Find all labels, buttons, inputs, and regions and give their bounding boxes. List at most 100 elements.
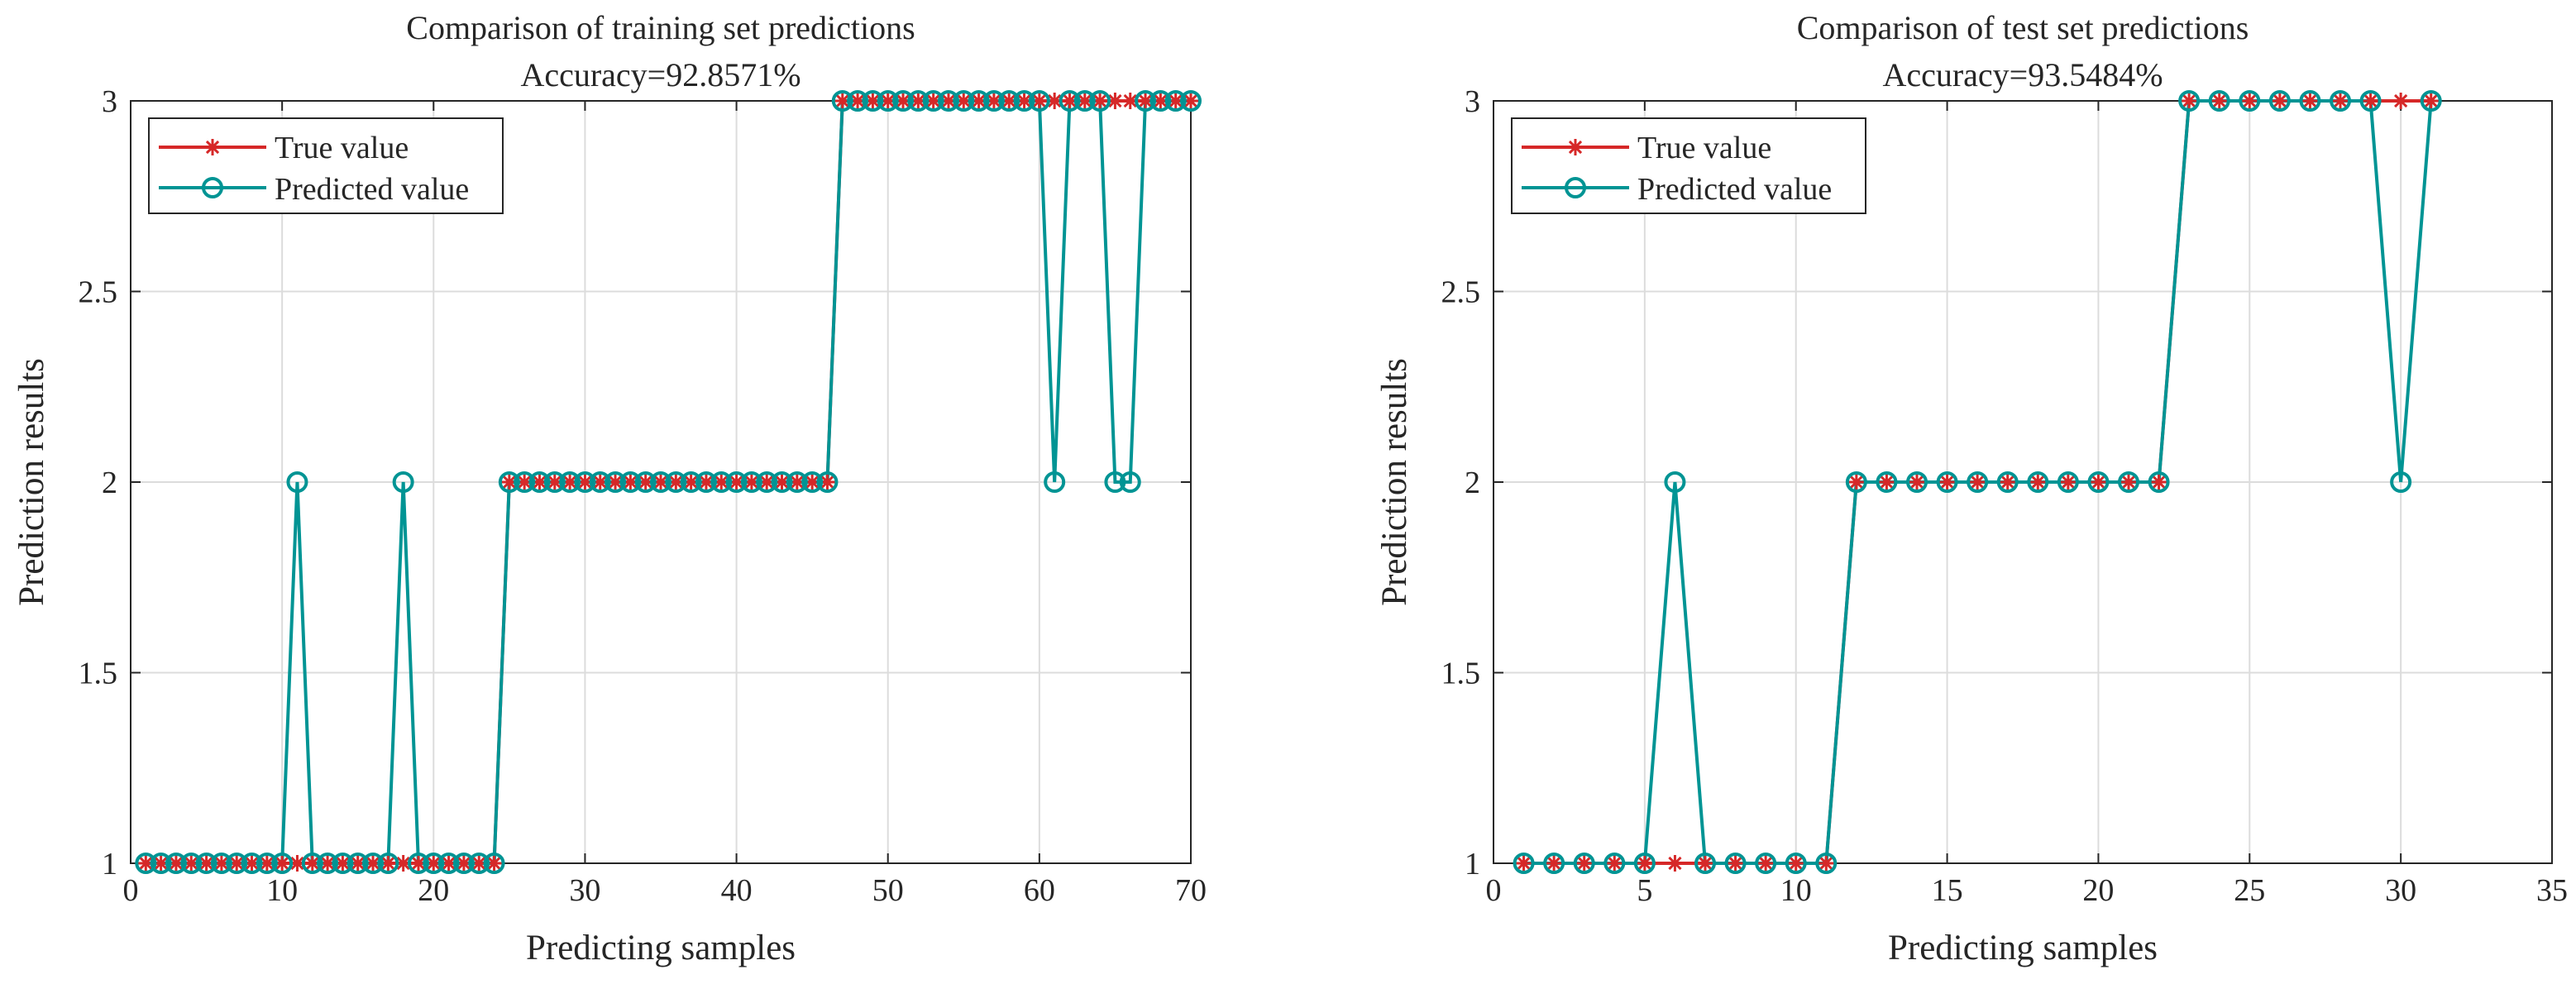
training-chart: 0 10 20 30 40 50 60 70 1 1.5 2 2.5 3 Comparison of t… (12, 9, 1207, 967)
test-predicted-value-point (1573, 853, 1595, 874)
training-predicted-value-point (892, 90, 915, 112)
training-y-tick-label: 2.5 (79, 275, 118, 310)
training-predicted-value-point (559, 471, 581, 493)
training-predicted-value-point (210, 853, 232, 874)
test-predicted-value-point (1543, 853, 1565, 874)
test-true-value-point (2392, 93, 2410, 109)
training-predicted-value-point (619, 471, 642, 493)
training-predicted-value-point (407, 853, 429, 874)
training-true-value-point (1046, 93, 1063, 109)
training-predicted-value-point (514, 471, 536, 493)
training-predicted-value-point (953, 90, 975, 112)
training-predicted-value-point (392, 471, 414, 493)
training-x-axis-label: Predicting samples (526, 929, 796, 967)
training-predicted-value-point (452, 853, 475, 874)
training-predicted-value-point (680, 471, 702, 493)
training-predicted-value-point (634, 471, 657, 493)
training-predicted-value-point (862, 90, 884, 112)
training-predicted-value-point (377, 853, 399, 874)
test-true-value-point (2301, 93, 2319, 109)
test-predicted-value-point (1694, 853, 1716, 874)
training-predicted-value-point (195, 853, 217, 874)
training-predicted-value-point (1135, 90, 1157, 112)
test-true-value-point (1938, 474, 1956, 490)
test-predicted-value-point (2087, 471, 2110, 493)
test-x-tick-label: 35 (2536, 873, 2568, 908)
training-x-tick-label: 30 (569, 873, 600, 908)
training-markers (135, 90, 1202, 874)
training-x-tick-label: 40 (721, 873, 753, 908)
training-legend-box (148, 117, 504, 214)
training-y-tick-label: 1.5 (79, 657, 118, 691)
test-x-tick-label: 10 (1780, 873, 1812, 908)
test-true-value-point (2120, 474, 2137, 490)
test-true-value-point (1909, 474, 1925, 490)
training-predicted-value-point (968, 90, 990, 112)
training-predicted-value-point (241, 853, 263, 874)
training-legend: True value Predicted value (148, 117, 504, 214)
test-true-value-point (1697, 855, 1713, 872)
test-predicted-value-point (1513, 853, 1535, 874)
training-predicted-value-point (998, 90, 1020, 112)
training-true-value-point (834, 93, 851, 109)
training-predicted-value-point (605, 471, 627, 493)
training-chart-subtitle: Accuracy=92.8571% (520, 56, 801, 93)
training-predicted-value-point (1073, 90, 1096, 112)
test-true-value-point (2059, 474, 2077, 490)
training-true-value-point (319, 855, 337, 872)
test-x-tick-label: 30 (2385, 873, 2416, 908)
test-predicted-value-point (1785, 853, 1807, 874)
test-true-value-point (1546, 855, 1563, 872)
training-predicted-value-point (982, 90, 1005, 112)
test-true-value-point (2150, 474, 2167, 490)
training-predicted-value-point (589, 471, 611, 493)
training-predicted-value-point (332, 853, 354, 874)
test-y-axis-label: Prediction results (1375, 358, 1414, 606)
training-y-tick-label: 3 (102, 84, 117, 119)
test-legend-pred-marker (1565, 177, 1586, 198)
test-predicted-value-point (1845, 471, 1867, 493)
test-true-value-point (1757, 855, 1775, 872)
test-predicted-value-point (2148, 471, 2170, 493)
training-true-value-point (500, 474, 518, 490)
test-true-value-point (1636, 855, 1653, 872)
test-true-value-point (2090, 474, 2107, 490)
test-true-value-point (1666, 855, 1684, 872)
test-legend-true-marker (1567, 139, 1584, 155)
training-predicted-value-point (847, 90, 869, 112)
test-predicted-value-point (2208, 90, 2230, 112)
training-true-value-point (1061, 93, 1078, 109)
training-predicted-value-point (483, 853, 505, 874)
test-predicted-value-point (2239, 90, 2261, 112)
test-x-axis-label: Predicting samples (1888, 929, 2158, 967)
test-legend: True value Predicted value (1511, 117, 1866, 214)
training-predicted-value-point (468, 853, 490, 874)
training-predicted-value-point (740, 471, 762, 493)
test-true-value-point (2271, 93, 2288, 109)
test-markers (1513, 90, 2442, 874)
test-x-tick-label: 15 (1932, 873, 1963, 908)
training-legend-asterisk (204, 139, 221, 155)
training-predicted-value-point (1180, 90, 1202, 112)
training-predicted-value-point (1149, 90, 1172, 112)
training-predicted-value-point (801, 471, 824, 493)
training-predicted-value-point (165, 853, 187, 874)
test-true-value-point (1969, 474, 1986, 490)
test-predicted-value-point (1967, 471, 1989, 493)
training-chart-title: Comparison of training set predictions (406, 9, 915, 46)
training-legend-pred-marker (202, 177, 223, 198)
training-predicted-value-point (437, 853, 460, 874)
training-predicted-value-point (725, 471, 748, 493)
test-y-tick-label: 1 (1465, 847, 1480, 881)
test-predicted-value-point (2027, 471, 2049, 493)
training-predicted-value-point (665, 471, 687, 493)
training-predicted-value-point (1059, 90, 1081, 112)
test-true-value-point (1606, 855, 1623, 872)
test-y-tick-label: 2 (1465, 466, 1480, 500)
test-predicted-value-point (2178, 90, 2201, 112)
training-predicted-value-point (1164, 90, 1187, 112)
training-true-value-point (409, 855, 427, 872)
test-y-tick-label: 3 (1465, 84, 1480, 119)
training-legend-true-marker (204, 139, 221, 155)
test-predicted-value-point (1876, 471, 1898, 493)
